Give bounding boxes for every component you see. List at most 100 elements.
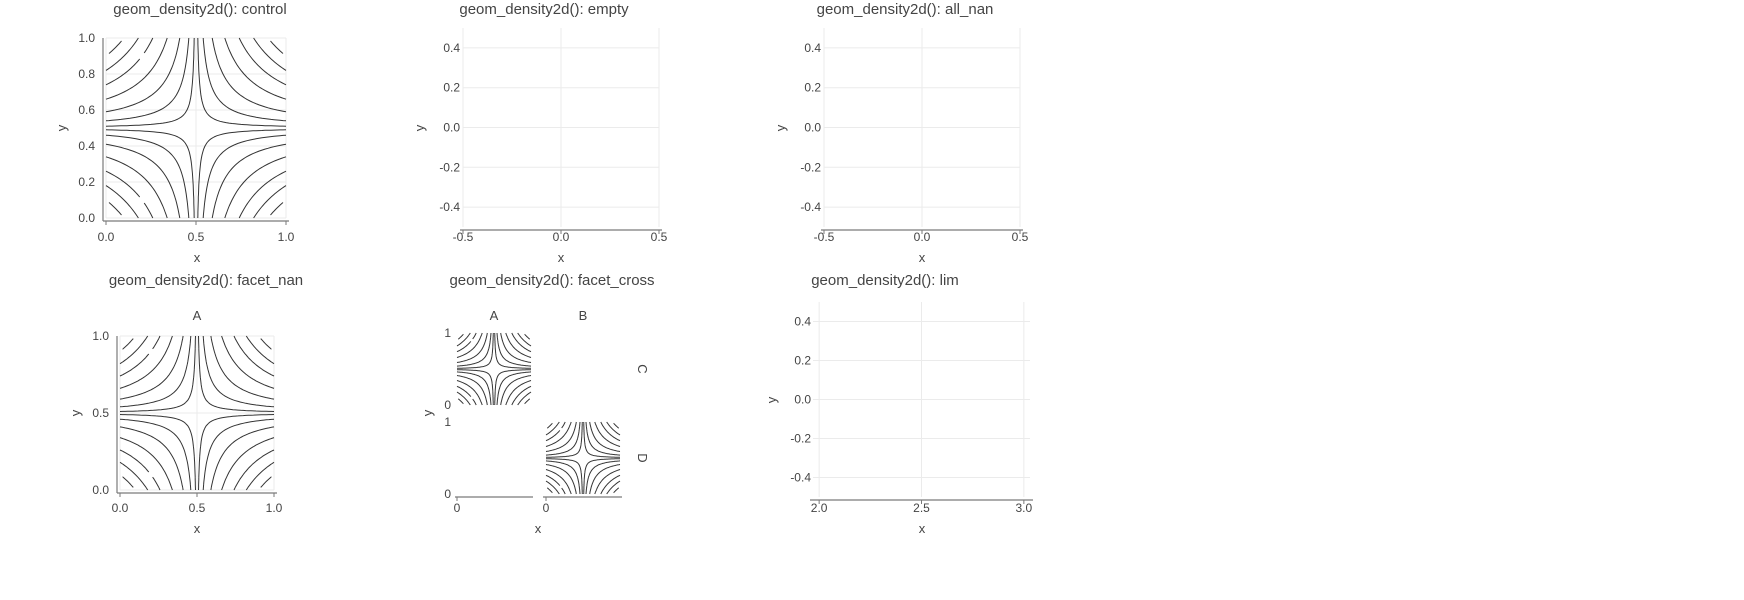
plot-facet_nan: geom_density2d(): facet_nan A 0.0 0.5 1.0 0.0… [68,272,303,536]
y-tick-label: 0.4 [78,139,95,153]
plot-lim: geom_density2d(): lim 2.0 2.5 3.0 -0.4 -0.2 0.… [764,272,1033,536]
plot-title: geom_density2d(): facet_cross [449,272,654,289]
plot-empty: geom_density2d(): empty -0.5 0.0 0.5 -0.4 -0.… [412,1,668,265]
y-tick-label: -0.4 [439,200,460,214]
facet-column-strip-B: B [579,308,588,323]
plot-title: geom_density2d(): facet_nan [109,272,303,289]
facet-DB-contour-line-2 [545,421,621,495]
facet_nan-contour-line-2 [119,335,275,491]
control-contour-line-11 [105,37,287,219]
facet_nan-contour-line-5 [119,335,275,491]
facet-DB-contour-line-11 [545,421,621,495]
y-tick-label: 0.2 [443,81,460,95]
plot-title: geom_density2d(): all_nan [817,1,994,18]
y-tick-label: 0.6 [78,103,95,117]
y-tick-label: 0.4 [804,41,821,55]
x-tick-label: 0.5 [189,501,206,515]
facet-DB-contour-line-10 [545,421,621,495]
y-tick-label: 1 [444,415,451,429]
y-tick-label: -0.2 [439,160,460,174]
facet-row-strip-C: C [635,364,650,373]
facet-column-strip-A: A [490,308,499,323]
x-tick-label: -0.5 [814,230,835,244]
y-tick-label: 0.4 [443,41,460,55]
facet_nan-contour-line-3 [119,335,275,491]
control-contour-line-9 [105,37,287,219]
x-tick-label: 0.0 [98,230,115,244]
facet-row-strip-D: D [635,453,650,462]
y-tick-label: 0.2 [804,81,821,95]
y-tick-label: -0.2 [800,160,821,174]
x-tick-label: 0.5 [188,230,205,244]
facet-CA-contour-line-3 [456,332,532,406]
facet-DB-contour-line-1 [545,421,621,495]
y-tick-label: 0.5 [92,406,109,420]
control-contour-line-2 [105,37,287,219]
y-axis-label: y [773,124,788,131]
facet-DB-contour-line-13 [546,422,620,494]
y-axis-label: y [54,124,69,131]
control-contour-line-0 [108,40,284,216]
control-contour-line-13 [108,40,284,216]
y-axis-label: y [764,396,779,403]
facet-CA-contour-line-5 [456,332,532,406]
y-tick-label: 0.4 [794,315,811,329]
x-axis-label: x [919,250,926,265]
x-tick-label: 0.5 [1012,230,1029,244]
x-tick-label: 0 [454,501,461,515]
control-contour-line-6 [105,37,287,219]
plot-title: geom_density2d(): empty [459,1,629,18]
facet-CA-contour-line-0 [457,333,531,405]
y-axis-label: y [68,409,83,416]
facet-DB-contour-line-3 [545,421,621,495]
y-tick-label: 0.0 [443,121,460,135]
plot-all_nan: geom_density2d(): all_nan -0.5 0.0 0.5 -0.4 -… [773,1,1029,265]
plot-control: geom_density2d(): control 0.0 0.5 1.0 0.0 0.2… [54,1,295,265]
x-tick-label: -0.5 [453,230,474,244]
facet-DB-contour-line-0 [546,422,620,494]
plot-title: geom_density2d(): lim [811,272,959,289]
x-axis-label: x [194,521,201,536]
y-tick-label: 0.2 [78,175,95,189]
x-axis-label: x [194,250,201,265]
facet-CA-contour-line-2 [456,332,532,406]
y-axis-label: y [412,124,427,131]
facet-CA-contour-line-4 [456,332,532,406]
facet-CA-contour-line-7 [457,332,531,406]
control-contour-line-4 [105,37,287,219]
y-tick-label: -0.2 [790,432,811,446]
control-contour-line-3 [105,37,287,219]
y-tick-label: -0.4 [790,471,811,485]
control-contour-line-12 [105,37,287,219]
y-tick-label: 0.0 [92,483,109,497]
y-tick-label: 0.0 [794,393,811,407]
control-contour-line-7 [105,37,287,219]
facet-DB-contour-line-7 [546,421,620,495]
facet_nan-contour-line-11 [119,335,275,491]
x-tick-label: 0.0 [914,230,931,244]
x-tick-label: 0.0 [112,501,129,515]
control-contour-line-10 [105,37,287,219]
y-tick-label: -0.4 [800,200,821,214]
x-tick-label: 1.0 [278,230,295,244]
facet-CA-contour-line-6 [457,332,531,406]
facet-DB-contour-line-9 [545,421,621,495]
facet-DB-contour-line-8 [545,421,621,495]
facet_nan-contour-line-10 [119,335,275,491]
facet-CA-contour-line-13 [457,333,531,405]
y-tick-label: 0 [444,398,451,412]
x-axis-label: x [558,250,565,265]
facet_nan-contour-line-4 [119,335,275,491]
facet-DB-contour-line-4 [545,421,621,495]
x-axis-label: x [919,521,926,536]
y-tick-label: 0.0 [804,121,821,135]
facet-CA-contour-line-11 [456,332,532,406]
y-axis-label: y [420,409,435,416]
control-contour-line-1 [105,37,287,219]
facet_nan-contour-line-0 [122,338,272,488]
facet_nan-contour-line-6 [119,335,275,491]
facet_nan-contour-line-1 [119,335,275,491]
control-contour-line-8 [105,37,287,219]
y-tick-label: 1.0 [92,329,109,343]
y-tick-label: 0.0 [78,211,95,225]
